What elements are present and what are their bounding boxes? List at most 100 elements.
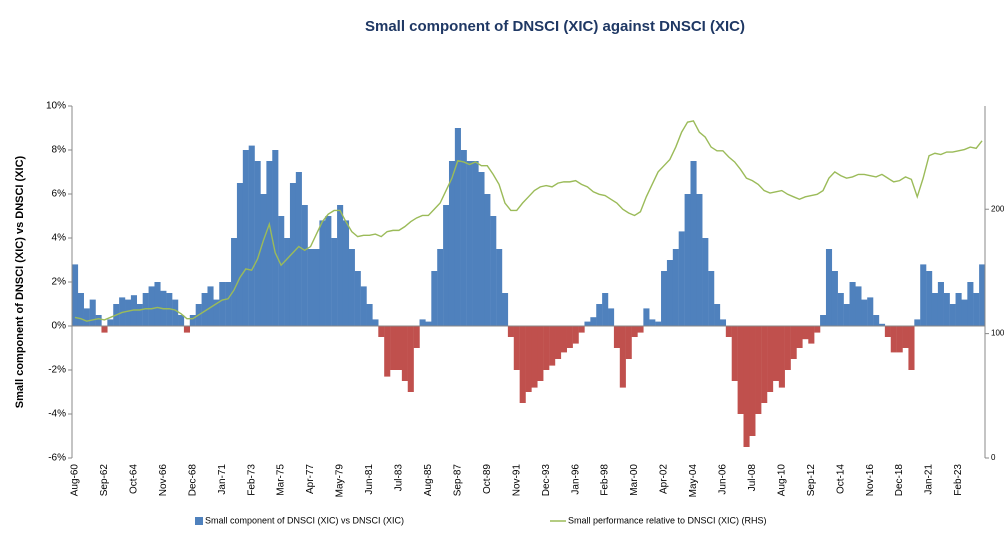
bar (619, 326, 626, 388)
bar (289, 183, 297, 326)
x-tick-label: Feb-98 (600, 464, 611, 496)
bar (378, 326, 385, 337)
bar (796, 326, 803, 348)
bar (207, 286, 214, 326)
bar (820, 315, 827, 326)
x-tick-label: Jun-81 (364, 464, 375, 495)
bar (761, 326, 768, 403)
bar (967, 282, 974, 326)
bar (802, 326, 809, 340)
bar (278, 216, 285, 326)
bar (437, 249, 444, 326)
bar (166, 293, 173, 326)
bar (107, 319, 114, 326)
bar (507, 326, 514, 337)
legend-label: Small performance relative to DNSCI (XIC… (568, 515, 767, 525)
x-tick-label: Feb-73 (246, 464, 257, 496)
y2-tick-label: 0 (991, 453, 996, 462)
bar (955, 293, 962, 326)
bar (490, 216, 497, 326)
bar (767, 326, 774, 392)
bar (431, 271, 438, 326)
bar (537, 326, 544, 381)
x-tick-label: Apr-02 (659, 464, 670, 494)
bar (101, 326, 108, 333)
y-tick-label: 4% (52, 233, 67, 244)
bar (749, 326, 756, 436)
bar (825, 249, 833, 326)
bar (631, 326, 638, 337)
bar (466, 161, 473, 326)
bar (926, 271, 933, 326)
bar (873, 315, 880, 326)
bar (77, 293, 84, 326)
x-tick-label: Oct-89 (482, 464, 493, 494)
bar (178, 315, 185, 326)
x-tick-label: Jan-21 (924, 464, 935, 495)
bar (460, 150, 467, 326)
bar (737, 326, 744, 414)
bar (172, 299, 179, 326)
bar (596, 304, 603, 326)
y2-tick-label: 100 (991, 329, 1005, 338)
bar (366, 304, 373, 326)
bar (602, 293, 609, 326)
bar (83, 308, 90, 326)
x-tick-label: Jul-83 (394, 464, 405, 492)
bar (678, 231, 685, 326)
bar (808, 326, 815, 344)
y-tick-label: -4% (48, 409, 66, 420)
bar (979, 264, 986, 326)
bar (684, 194, 691, 326)
legend-label: Small component of DNSCI (XIC) vs DNSCI … (205, 515, 404, 525)
bar (448, 161, 456, 326)
bar (643, 308, 650, 326)
bar (295, 172, 302, 326)
bar (543, 326, 550, 370)
x-tick-label: May-04 (688, 464, 699, 498)
bar (272, 150, 279, 326)
bar (331, 238, 338, 326)
bar (248, 145, 255, 326)
bar (307, 249, 314, 326)
bar (266, 161, 273, 326)
x-tick-label: Mar-00 (629, 464, 640, 496)
bar (672, 249, 679, 326)
bar (348, 249, 355, 326)
bar (119, 297, 126, 326)
x-tick-label: Jul-08 (747, 464, 758, 492)
bar (655, 321, 662, 326)
bar (708, 271, 715, 326)
y2-tick-label: 200 (991, 204, 1005, 213)
bar (142, 293, 149, 326)
bar (861, 299, 868, 326)
bar (183, 326, 191, 333)
bar (578, 326, 585, 333)
bar (973, 293, 980, 326)
bar (337, 205, 344, 326)
bar (236, 183, 244, 326)
y-tick-label: 0% (52, 321, 67, 332)
y-tick-label: 2% (52, 277, 67, 288)
bar (590, 317, 597, 326)
bar (201, 293, 208, 326)
bar (661, 271, 668, 326)
bar (772, 326, 780, 381)
bar (790, 326, 797, 359)
bar (702, 238, 709, 326)
bar (390, 326, 397, 370)
x-tick-label: Nov-66 (158, 464, 169, 497)
bar (914, 319, 921, 326)
bar (690, 161, 697, 326)
bar (613, 326, 620, 348)
bar (313, 249, 320, 326)
bar (443, 205, 450, 326)
bar (625, 326, 632, 359)
bar (731, 326, 738, 381)
bar (501, 293, 509, 326)
bar (849, 282, 856, 326)
bar (525, 326, 532, 392)
x-tick-label: Mar-75 (276, 464, 287, 496)
bar (360, 286, 367, 326)
bar (89, 299, 96, 326)
